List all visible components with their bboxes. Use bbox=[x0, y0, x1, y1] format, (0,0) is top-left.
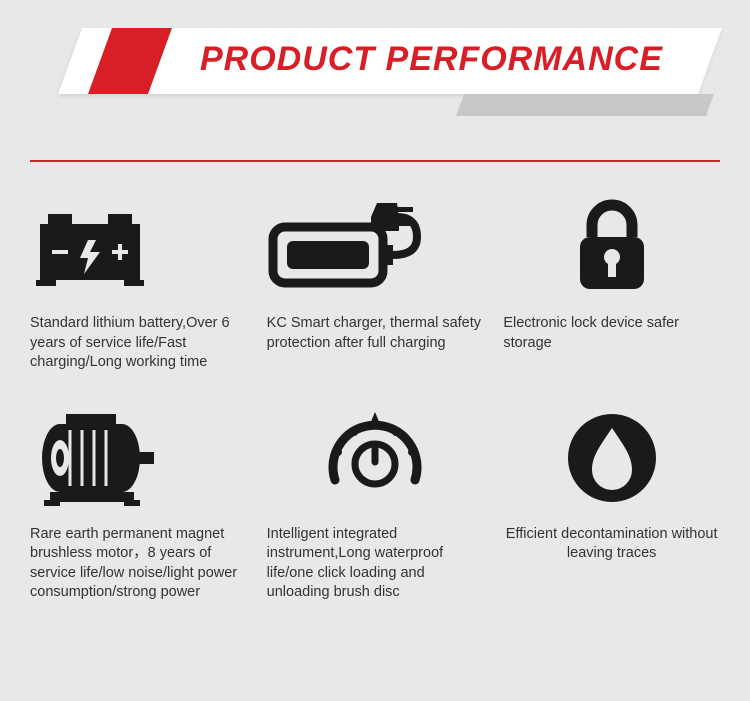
feature-droplet: Efficient decontamination without leavin… bbox=[503, 403, 720, 603]
gauge-icon bbox=[267, 403, 484, 513]
feature-lock: Electronic lock device safer storage bbox=[503, 192, 720, 373]
feature-caption: Intelligent integrated instrument,Long w… bbox=[267, 525, 484, 603]
charger-icon bbox=[267, 192, 484, 302]
feature-caption: KC Smart charger, thermal safety protect… bbox=[267, 314, 484, 353]
feature-caption: Electronic lock device safer storage bbox=[503, 314, 720, 353]
droplet-icon bbox=[503, 403, 720, 513]
features-grid: Standard lithium battery,Over 6 years of… bbox=[0, 162, 750, 603]
feature-caption: Efficient decontamination without leavin… bbox=[503, 525, 720, 564]
feature-motor: Rare earth permanent magnet brushless mo… bbox=[30, 403, 247, 603]
feature-caption: Standard lithium battery,Over 6 years of… bbox=[30, 314, 247, 373]
title-banner: PRODUCT PERFORMANCE bbox=[0, 0, 750, 110]
banner-stripe bbox=[456, 94, 714, 116]
page-title: PRODUCT PERFORMANCE bbox=[200, 40, 663, 79]
feature-battery: Standard lithium battery,Over 6 years of… bbox=[30, 192, 247, 373]
battery-icon bbox=[30, 192, 247, 302]
lock-icon bbox=[503, 192, 720, 302]
feature-charger: KC Smart charger, thermal safety protect… bbox=[267, 192, 484, 373]
feature-gauge: Intelligent integrated instrument,Long w… bbox=[267, 403, 484, 603]
motor-icon bbox=[30, 403, 247, 513]
feature-caption: Rare earth permanent magnet brushless mo… bbox=[30, 525, 247, 603]
